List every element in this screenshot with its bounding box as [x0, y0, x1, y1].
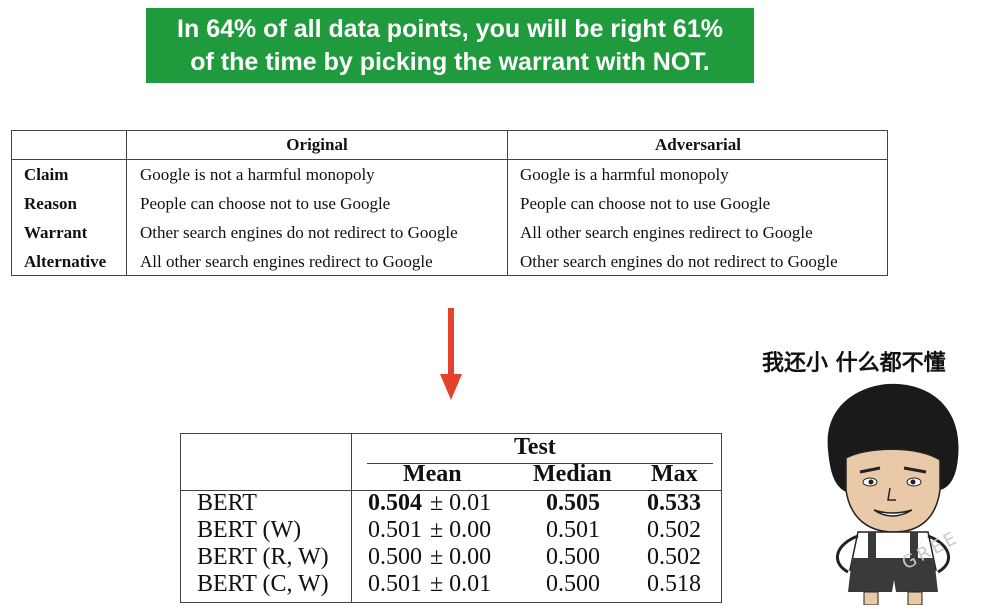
- bert-results-table: Test Mean Median Max BERT 0.504 ± 0.01 0…: [180, 433, 722, 603]
- cell-max: 0.533: [647, 490, 701, 516]
- cell-median: 0.505: [546, 490, 600, 516]
- cell-adversarial-warrant: All other search engines redirect to Goo…: [520, 223, 813, 242]
- column-divider: [126, 131, 127, 275]
- row-label-warrant: Warrant: [24, 223, 88, 242]
- cell-mean-std: ± 0.00: [430, 544, 492, 570]
- row-label-claim: Claim: [24, 165, 69, 184]
- cell-median: 0.501: [546, 517, 600, 543]
- meme-caption: 我还小 什么都不懂: [762, 351, 946, 376]
- cell-original-warrant: Other search engines do not redirect to …: [140, 223, 458, 242]
- conclusion-banner: In 64% of all data points, you will be r…: [146, 8, 754, 83]
- banner-line-1: In 64% of all data points, you will be r…: [177, 15, 723, 43]
- cell-mean-std: ± 0.01: [430, 490, 492, 516]
- meme-character-icon: [827, 383, 959, 605]
- header-original: Original: [286, 135, 348, 154]
- row-model-bert-r-w: BERT (R, W): [197, 544, 329, 570]
- cell-median: 0.500: [546, 571, 600, 597]
- down-arrow-icon: [440, 308, 462, 400]
- banner-line-2: of the time by picking the warrant with …: [190, 48, 710, 76]
- header-divider: [181, 490, 721, 491]
- adversarial-example-table: Original Adversarial Claim Google is not…: [11, 130, 888, 276]
- row-model-bert-w: BERT (W): [197, 517, 302, 543]
- row-label-alternative: Alternative: [24, 252, 107, 271]
- header-max: Max: [651, 461, 698, 487]
- row-model-bert-c-w: BERT (C, W): [197, 571, 329, 597]
- header-test: Test: [514, 434, 556, 460]
- header-adversarial: Adversarial: [655, 135, 741, 154]
- cell-mean: 0.504: [368, 490, 422, 516]
- cell-max: 0.502: [647, 544, 701, 570]
- cell-original-claim: Google is not a harmful monopoly: [140, 165, 375, 184]
- test-group-underline: [367, 463, 713, 464]
- row-model-bert: BERT: [197, 490, 257, 516]
- header-divider: [12, 159, 887, 160]
- cell-adversarial-claim: Google is a harmful monopoly: [520, 165, 729, 184]
- header-median: Median: [533, 461, 612, 487]
- cell-max: 0.502: [647, 517, 701, 543]
- cell-original-reason: People can choose not to use Google: [140, 194, 391, 213]
- cell-mean: 0.501: [368, 571, 422, 597]
- cell-adversarial-alternative: Other search engines do not redirect to …: [520, 252, 838, 271]
- cell-original-alternative: All other search engines redirect to Goo…: [140, 252, 433, 271]
- cell-median: 0.500: [546, 544, 600, 570]
- cell-mean-std: ± 0.00: [430, 517, 492, 543]
- cell-mean-std: ± 0.01: [430, 571, 492, 597]
- cell-mean: 0.500: [368, 544, 422, 570]
- cell-adversarial-reason: People can choose not to use Google: [520, 194, 771, 213]
- column-divider: [507, 131, 508, 275]
- column-divider: [351, 434, 352, 602]
- header-mean: Mean: [403, 461, 462, 487]
- row-label-reason: Reason: [24, 194, 77, 213]
- cell-max: 0.518: [647, 571, 701, 597]
- cell-mean: 0.501: [368, 517, 422, 543]
